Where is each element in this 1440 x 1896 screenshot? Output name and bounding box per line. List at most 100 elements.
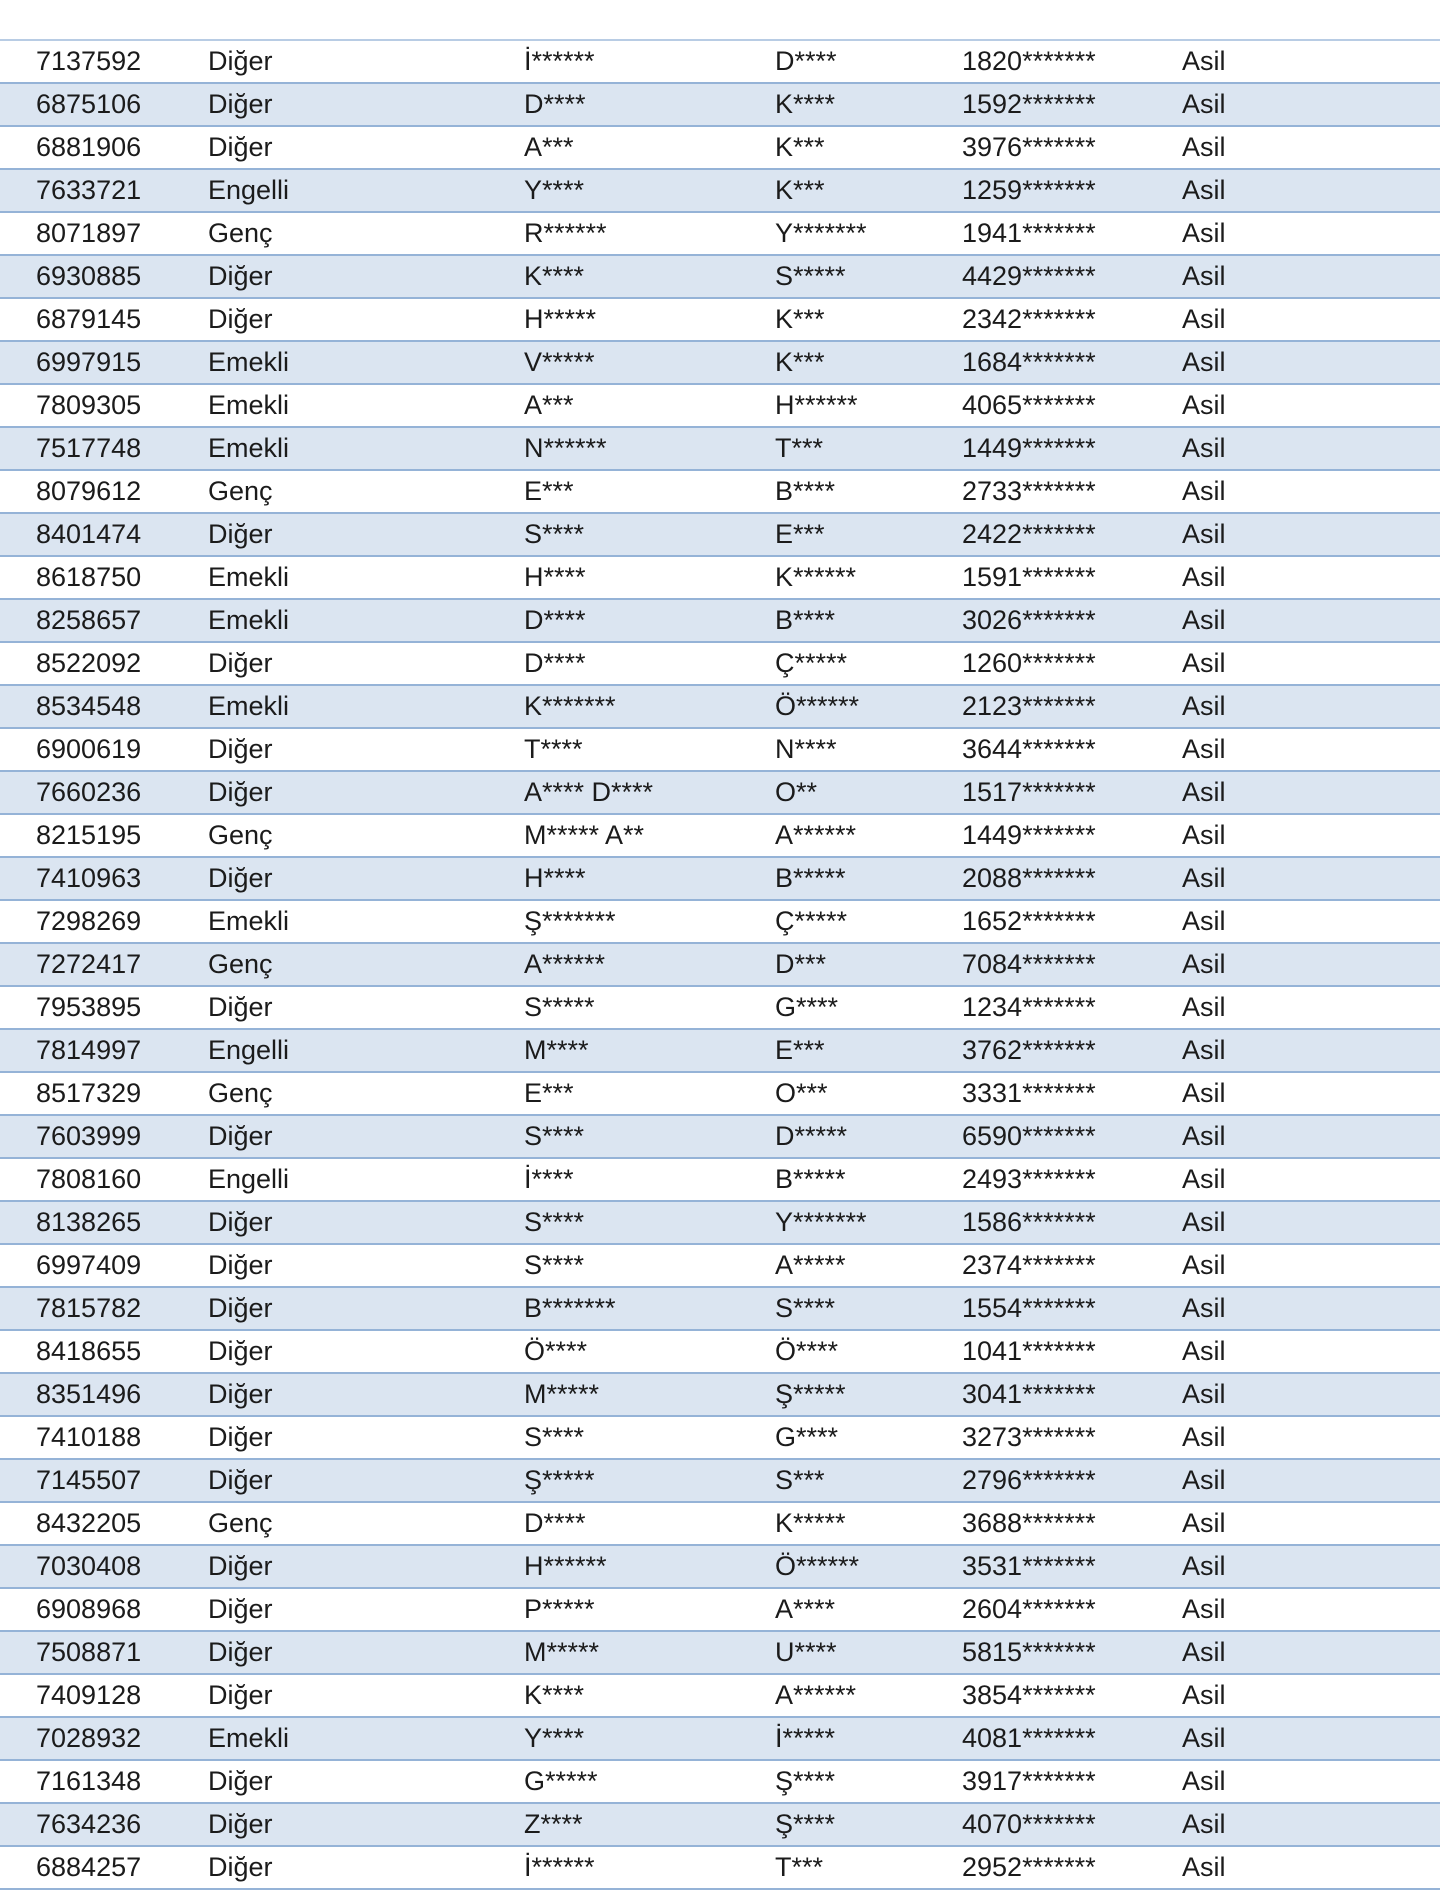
category-cell: Diğer [208,261,273,291]
table-row: 7028932 Emekli Y**** İ***** 4081******* Asil [0,1717,1440,1760]
last-name-cell: G**** [775,1422,839,1452]
id-number-cell: 3273******* [962,1422,1096,1452]
last-name-cell: U**** [775,1637,837,1667]
status-cell: Asil [1182,1852,1226,1882]
id-number-cell: 2088******* [962,863,1096,893]
last-name-cell: N**** [775,734,837,764]
id-number-cell: 2493******* [962,1164,1096,1194]
table-row: 8618750 Emekli H**** K****** 1591******* Asil [0,556,1440,599]
last-name-cell: İ***** [775,1723,836,1753]
status-cell: Asil [1182,175,1226,205]
id-number-cell: 1652******* [962,906,1096,936]
table-row: 7161348 Diğer G***** Ş**** 3917******* Asil [0,1760,1440,1803]
id-number-cell: 1260******* [962,648,1096,678]
status-cell: Asil [1182,1465,1226,1495]
first-name-cell: S**** [524,519,585,549]
id-number-cell: 1259******* [962,175,1096,205]
application-number-cell: 8534548 [36,691,142,721]
last-name-cell: K*** [775,132,825,162]
last-name-cell: D*** [775,949,827,979]
table-row: 8522092 Diğer D**** Ç***** 1260******* Asil [0,642,1440,685]
application-number-cell: 7145507 [36,1465,142,1495]
application-number-cell: 7634236 [36,1809,142,1839]
first-name-cell: H**** [524,863,586,893]
status-cell: Asil [1182,347,1226,377]
application-number-cell: 8522092 [36,648,142,678]
table-row: 7814997 Engelli M**** E*** 3762******* Asil [0,1029,1440,1072]
status-cell: Asil [1182,1422,1226,1452]
id-number-cell: 4065******* [962,390,1096,420]
id-number-cell: 2796******* [962,1465,1096,1495]
id-number-cell: 1586******* [962,1207,1096,1237]
first-name-cell: D**** [524,89,586,119]
first-name-cell: Ö**** [524,1336,588,1366]
id-number-cell: 3976******* [962,132,1096,162]
last-name-cell: K**** [775,89,836,119]
last-name-cell: H****** [775,390,858,420]
first-name-cell: K**** [524,261,585,291]
first-name-cell: İ****** [524,1852,595,1882]
category-cell: Diğer [208,519,273,549]
last-name-cell: S**** [775,1293,836,1323]
application-number-cell: 8517329 [36,1078,142,1108]
table-row: 6908968 Diğer P***** A**** 2604******* Asil [0,1588,1440,1631]
first-name-cell: H***** [524,304,597,334]
first-name-cell: H**** [524,562,586,592]
category-cell: Diğer [208,89,273,119]
status-cell: Asil [1182,863,1226,893]
id-number-cell: 1554******* [962,1293,1096,1323]
application-number-cell: 8071897 [36,218,142,248]
last-name-cell: K*** [775,304,825,334]
status-cell: Asil [1182,1035,1226,1065]
application-number-cell: 8418655 [36,1336,142,1366]
application-number-cell: 7814997 [36,1035,142,1065]
status-cell: Asil [1182,1508,1226,1538]
id-number-cell: 1592******* [962,89,1096,119]
status-cell: Asil [1182,519,1226,549]
last-name-cell: E*** [775,519,825,549]
last-name-cell: Ö****** [775,691,860,721]
category-cell: Genç [208,218,273,248]
first-name-cell: M**** [524,1035,589,1065]
category-cell: Emekli [208,390,290,420]
table-row: 7809305 Emekli A*** H****** 4065******* Asil [0,384,1440,427]
status-cell: Asil [1182,390,1226,420]
last-name-cell: T*** [775,433,824,463]
table-row: 8432205 Genç D**** K***** 3688******* Asil [0,1502,1440,1545]
status-cell: Asil [1182,1250,1226,1280]
table-row: 8351496 Diğer M***** Ş***** 3041******* Asil [0,1373,1440,1416]
first-name-cell: İ****** [524,46,595,76]
application-number-cell: 7161348 [36,1766,142,1796]
table-row: 8138265 Diğer S**** Y******* 1586******* Asil [0,1201,1440,1244]
table-row: 7410963 Diğer H**** B***** 2088******* Asil [0,857,1440,900]
last-name-cell: K*** [775,347,825,377]
status-cell: Asil [1182,906,1226,936]
id-number-cell: 1684******* [962,347,1096,377]
id-number-cell: 1449******* [962,820,1096,850]
category-cell: Diğer [208,1551,273,1581]
last-name-cell: Y******* [775,1207,867,1237]
status-cell: Asil [1182,691,1226,721]
last-name-cell: K****** [775,562,857,592]
status-cell: Asil [1182,1207,1226,1237]
id-number-cell: 3041******* [962,1379,1096,1409]
table-row: 7603999 Diğer S**** D***** 6590******* Asil [0,1115,1440,1158]
id-number-cell: 3531******* [962,1551,1096,1581]
first-name-cell: D**** [524,1508,586,1538]
last-name-cell: B***** [775,863,846,893]
category-cell: Diğer [208,1250,273,1280]
last-name-cell: Ş**** [775,1809,836,1839]
application-number-cell: 7410188 [36,1422,142,1452]
last-name-cell: K*** [775,175,825,205]
table-row: 8534548 Emekli K******* Ö****** 2123******* A… [0,685,1440,728]
application-number-cell: 6879145 [36,304,142,334]
id-number-cell: 7084******* [962,949,1096,979]
status-cell: Asil [1182,476,1226,506]
id-number-cell: 1517******* [962,777,1096,807]
application-number-cell: 7409128 [36,1680,142,1710]
application-number-cell: 8138265 [36,1207,142,1237]
first-name-cell: İ**** [524,1164,574,1194]
status-cell: Asil [1182,218,1226,248]
first-name-cell: V***** [524,347,595,377]
id-number-cell: 2952******* [962,1852,1096,1882]
